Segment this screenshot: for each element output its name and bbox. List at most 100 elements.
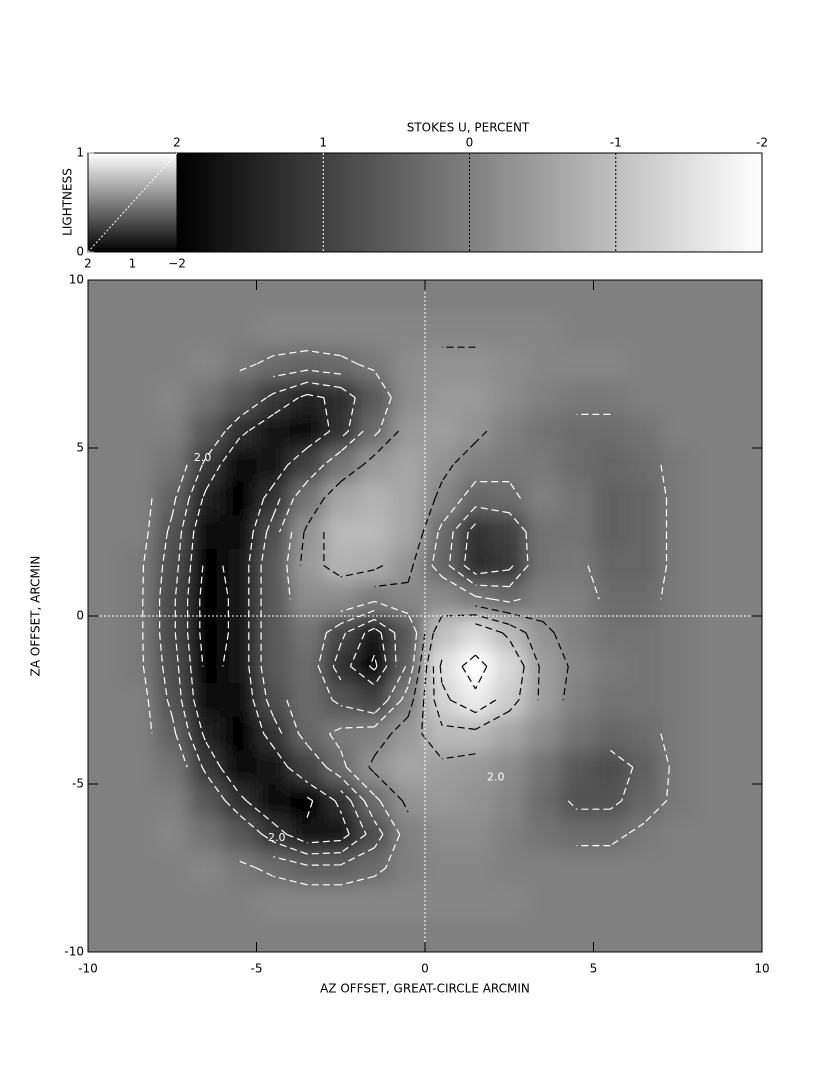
image-cell xyxy=(694,616,729,651)
image-cell xyxy=(391,582,426,617)
image-cell xyxy=(121,616,156,651)
image-cell xyxy=(222,380,257,415)
image-cell xyxy=(559,347,594,382)
image-cell xyxy=(222,750,257,785)
image-cell xyxy=(492,649,527,684)
image-cell xyxy=(155,448,190,483)
y-tick-label: 10 xyxy=(69,273,84,287)
image-cell xyxy=(458,448,493,483)
image-cell xyxy=(222,716,257,751)
image-cell xyxy=(391,784,426,819)
image-cell xyxy=(627,918,662,952)
image-cell xyxy=(627,784,662,819)
image-cell xyxy=(189,716,224,751)
image-cell xyxy=(593,414,628,449)
image-cell xyxy=(559,851,594,886)
image-cell xyxy=(121,750,156,785)
contour-line xyxy=(174,381,514,855)
image-cell xyxy=(357,582,392,617)
image-cell xyxy=(222,784,257,819)
image-cell xyxy=(222,481,257,516)
image-cell xyxy=(222,414,257,449)
image-cell xyxy=(559,616,594,651)
image-cell xyxy=(391,280,426,315)
image-cell xyxy=(425,817,460,852)
image-cell xyxy=(526,817,561,852)
image-cell xyxy=(627,481,662,516)
image-cell xyxy=(155,918,190,952)
image-cell xyxy=(121,884,156,919)
image-cell xyxy=(189,347,224,382)
image-cell xyxy=(627,716,662,751)
image-cell xyxy=(526,582,561,617)
image-cell xyxy=(627,280,662,315)
image-cell xyxy=(222,851,257,886)
image-cell xyxy=(121,414,156,449)
image-cell xyxy=(121,313,156,348)
image-cell xyxy=(121,649,156,684)
contour-line xyxy=(142,350,670,886)
image-cell xyxy=(694,313,729,348)
image-cell xyxy=(694,548,729,583)
image-cell xyxy=(121,280,156,315)
image-cell xyxy=(593,851,628,886)
image-cell xyxy=(728,414,762,449)
image-cell xyxy=(728,448,762,483)
image-cell xyxy=(425,918,460,952)
image-cell xyxy=(492,817,527,852)
image-cell xyxy=(121,582,156,617)
image-cell xyxy=(425,716,460,751)
image-cell xyxy=(155,649,190,684)
image-cell xyxy=(627,616,662,651)
image-cell xyxy=(458,884,493,919)
image-cell xyxy=(256,884,291,919)
image-cell xyxy=(425,280,460,315)
image-cell xyxy=(256,448,291,483)
image-cell xyxy=(593,716,628,751)
image-cell xyxy=(256,582,291,617)
image-cell xyxy=(526,515,561,550)
image-cell xyxy=(323,817,359,852)
image-cell xyxy=(593,448,628,483)
image-cell xyxy=(323,280,359,315)
image-cell xyxy=(559,683,594,718)
image-cell xyxy=(88,414,123,449)
colorbar-title: STOKES U, PERCENT xyxy=(407,121,530,135)
image-cell xyxy=(559,784,594,819)
image-cell xyxy=(290,716,325,751)
image-cell xyxy=(559,750,594,785)
image-cell xyxy=(458,347,493,382)
image-cell xyxy=(121,683,156,718)
image-cell xyxy=(222,347,257,382)
image-cell xyxy=(593,683,628,718)
image-cell xyxy=(694,884,729,919)
image-cell xyxy=(694,851,729,886)
image-cell xyxy=(728,817,762,852)
image-cell xyxy=(290,280,325,315)
image-cell xyxy=(458,548,493,583)
contour-line xyxy=(323,532,540,760)
image-cell xyxy=(121,380,156,415)
image-cell xyxy=(121,548,156,583)
image-cell xyxy=(593,750,628,785)
image-cell xyxy=(694,750,729,785)
image-cell xyxy=(189,515,224,550)
image-area xyxy=(88,280,762,952)
image-cell xyxy=(627,548,662,583)
image-cell xyxy=(559,649,594,684)
image-cell xyxy=(391,817,426,852)
image-cell xyxy=(256,414,291,449)
image-cell xyxy=(492,750,527,785)
image-cell xyxy=(425,884,460,919)
image-cell xyxy=(728,918,762,952)
image-cell xyxy=(694,448,729,483)
image-cell xyxy=(526,649,561,684)
image-cell xyxy=(627,414,662,449)
image-cell xyxy=(290,548,325,583)
image-cell xyxy=(627,347,662,382)
image-cell xyxy=(425,515,460,550)
image-cell xyxy=(256,683,291,718)
image-cell xyxy=(559,716,594,751)
image-cell xyxy=(357,716,392,751)
